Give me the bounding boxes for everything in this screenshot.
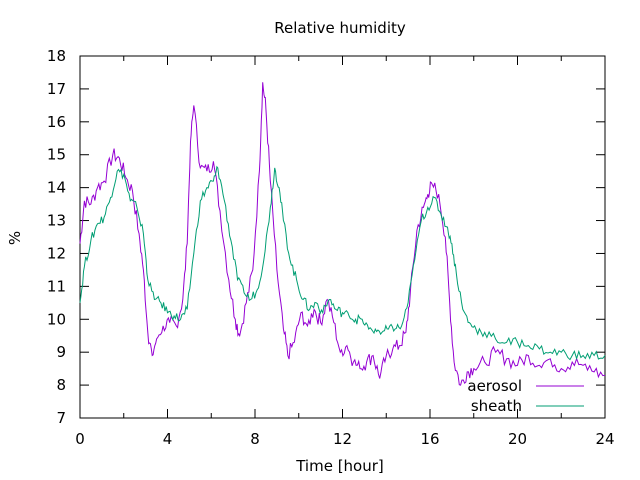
y-axis-label: % xyxy=(6,231,24,245)
chart-title: Relative humidity xyxy=(274,19,406,37)
x-axis-label: Time [hour] xyxy=(295,457,384,475)
legend-label-aerosol: aerosol xyxy=(467,377,522,395)
y-tick-label: 14 xyxy=(47,179,66,197)
y-tick-label: 11 xyxy=(47,277,66,295)
y-tick-label: 12 xyxy=(47,244,66,262)
series-lines xyxy=(79,82,606,386)
tick-marks xyxy=(79,55,606,419)
legend-label-sheath: sheath xyxy=(471,397,522,415)
x-tick-label: 16 xyxy=(420,430,439,448)
y-tick-label: 9 xyxy=(56,343,66,361)
y-tick-labels: 7 8 9 10 11 12 13 14 15 16 17 18 xyxy=(47,47,66,427)
x-tick-label: 4 xyxy=(163,430,173,448)
y-tick-label: 10 xyxy=(47,310,66,328)
y-tick-label: 7 xyxy=(56,409,66,427)
x-tick-label: 0 xyxy=(75,430,85,448)
y-tick-label: 18 xyxy=(47,47,66,65)
y-tick-label: 15 xyxy=(47,146,66,164)
series-line-sheath xyxy=(79,165,606,361)
x-tick-labels: 0 4 8 12 16 20 24 xyxy=(75,430,614,448)
x-tick-label: 8 xyxy=(250,430,260,448)
plot-area xyxy=(79,55,606,419)
y-tick-label: 17 xyxy=(47,80,66,98)
y-tick-label: 13 xyxy=(47,212,66,230)
x-tick-label: 20 xyxy=(508,430,527,448)
legend: aerosol sheath xyxy=(467,377,584,415)
series-line-aerosol xyxy=(79,82,606,386)
y-tick-label: 16 xyxy=(47,113,66,131)
x-tick-label: 12 xyxy=(333,430,352,448)
y-tick-label: 8 xyxy=(56,376,66,394)
x-tick-label: 24 xyxy=(595,430,614,448)
